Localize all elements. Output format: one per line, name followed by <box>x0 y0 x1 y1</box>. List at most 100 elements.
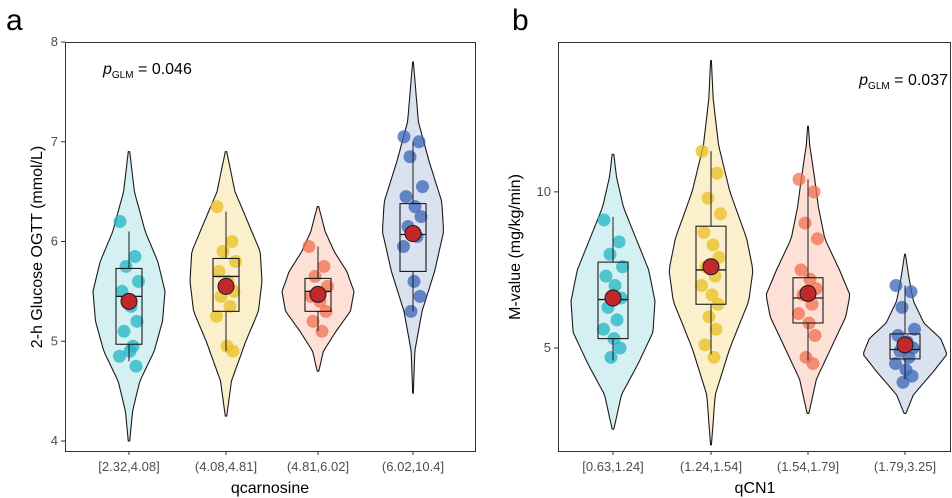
data-point <box>407 274 421 288</box>
iqr-box <box>304 277 332 312</box>
iqr-box <box>115 267 143 345</box>
data-point <box>697 225 711 239</box>
panel-b-p-text: = 0.037 <box>890 72 948 89</box>
data-point <box>210 309 223 323</box>
mean-marker <box>702 258 720 276</box>
data-point <box>212 264 226 278</box>
data-point <box>702 310 716 324</box>
data-point <box>710 166 724 180</box>
data-point <box>123 344 137 358</box>
x-tick-label: (4.81,6.02] <box>287 459 349 474</box>
x-tick-label: (4.08,4.81] <box>195 459 257 474</box>
data-point <box>119 259 133 273</box>
data-point <box>216 244 230 258</box>
data-point <box>807 185 821 199</box>
mean-marker <box>309 285 327 303</box>
data-point <box>308 269 322 283</box>
y-tick-label: 10 <box>537 184 551 199</box>
data-point <box>229 254 242 268</box>
data-point <box>608 279 622 293</box>
data-point <box>803 272 817 286</box>
panel-b-p-value: pGLM = 0.037 <box>858 72 948 92</box>
iqr-box <box>597 261 629 340</box>
violin-group <box>570 153 656 430</box>
data-point <box>210 200 224 214</box>
data-point <box>403 150 417 164</box>
data-point <box>798 216 812 230</box>
panel-b-y-title: M-value (mg/kg/min) <box>507 174 524 320</box>
data-point <box>889 357 902 371</box>
y-tick-label: 5 <box>544 340 551 355</box>
y-tick-label: 8 <box>51 34 58 49</box>
panel-a-p-text: = 0.046 <box>134 61 192 78</box>
mean-marker <box>896 336 914 354</box>
data-point <box>404 304 418 318</box>
data-point <box>117 324 131 338</box>
data-point <box>603 247 617 261</box>
y-tick-label: 6 <box>51 234 58 249</box>
data-point <box>896 375 910 389</box>
panel-a-plot <box>92 61 444 442</box>
data-point <box>315 324 329 338</box>
data-point <box>806 357 820 371</box>
data-point <box>714 207 727 221</box>
data-point <box>128 249 142 263</box>
violin-shape <box>668 60 754 446</box>
panel-b-label: b <box>512 4 529 37</box>
data-point <box>597 213 611 227</box>
data-point <box>413 289 427 303</box>
violin-group <box>281 206 355 372</box>
panel-b-y-axis: 5 10 <box>537 184 558 355</box>
panel-b-p-subscript: GLM <box>868 81 890 92</box>
data-point <box>895 300 909 314</box>
data-point <box>306 314 320 328</box>
violin-group <box>863 253 947 415</box>
panel-a-label: a <box>6 4 23 37</box>
data-point <box>397 240 410 253</box>
violin-group <box>92 151 166 442</box>
data-point <box>599 269 613 283</box>
iqr-box <box>399 203 427 272</box>
mean-marker <box>404 225 422 243</box>
panel-a-y-axis: 4 5 6 7 8 <box>51 34 65 448</box>
y-tick-label: 7 <box>51 134 58 149</box>
x-tick-label: [0.63,1.24] <box>582 459 643 474</box>
iqr-box <box>212 257 240 312</box>
violin-group <box>189 151 263 417</box>
data-point <box>129 359 143 373</box>
panel-a-p-symbol: p <box>102 61 112 78</box>
data-point <box>113 349 126 363</box>
data-point <box>399 190 413 204</box>
panel-b-frame <box>558 42 951 452</box>
data-point <box>709 322 723 336</box>
panel-b-x-title: qCN1 <box>735 480 776 497</box>
panel-a: a 4 5 6 7 8 [2.32,4.08] (4.08,4.81] (4.81,6.02… <box>6 4 476 497</box>
iqr-box <box>695 225 727 305</box>
panel-a-x-title: qcarnosine <box>231 480 309 497</box>
data-point <box>616 260 629 274</box>
mean-marker <box>217 277 235 295</box>
data-point <box>794 263 808 277</box>
x-tick-label: [2.32,4.08] <box>98 459 159 474</box>
x-tick-label: (6.02,10.4] <box>382 459 444 474</box>
data-point <box>706 238 720 252</box>
data-point <box>695 144 709 158</box>
iqr-box <box>889 333 921 360</box>
y-tick-label: 4 <box>51 433 58 448</box>
panel-a-x-axis: [2.32,4.08] (4.08,4.81] (4.81,6.02] (6.02,1… <box>98 451 444 474</box>
panel-b-x-axis: [0.63,1.24] (1.24,1.54] (1.54,1.79] (1.79,3… <box>582 451 936 474</box>
data-point <box>130 314 144 328</box>
panel-a-y-title: 2-h Glucose OGTT (mmol/L) <box>29 146 46 348</box>
x-tick-label: (1.24,1.54] <box>680 459 742 474</box>
data-point <box>904 285 918 299</box>
data-point <box>610 313 624 327</box>
data-point <box>707 350 721 364</box>
data-point <box>416 180 429 194</box>
panel-b: b 5 10 [0.63,1.24] (1.24,1.54] (1.54,1.79] (… <box>507 4 951 497</box>
data-point <box>317 259 331 273</box>
data-point <box>223 299 237 313</box>
data-point <box>889 279 903 293</box>
data-point <box>902 350 916 364</box>
x-tick-label: (1.79,3.25] <box>874 459 936 474</box>
